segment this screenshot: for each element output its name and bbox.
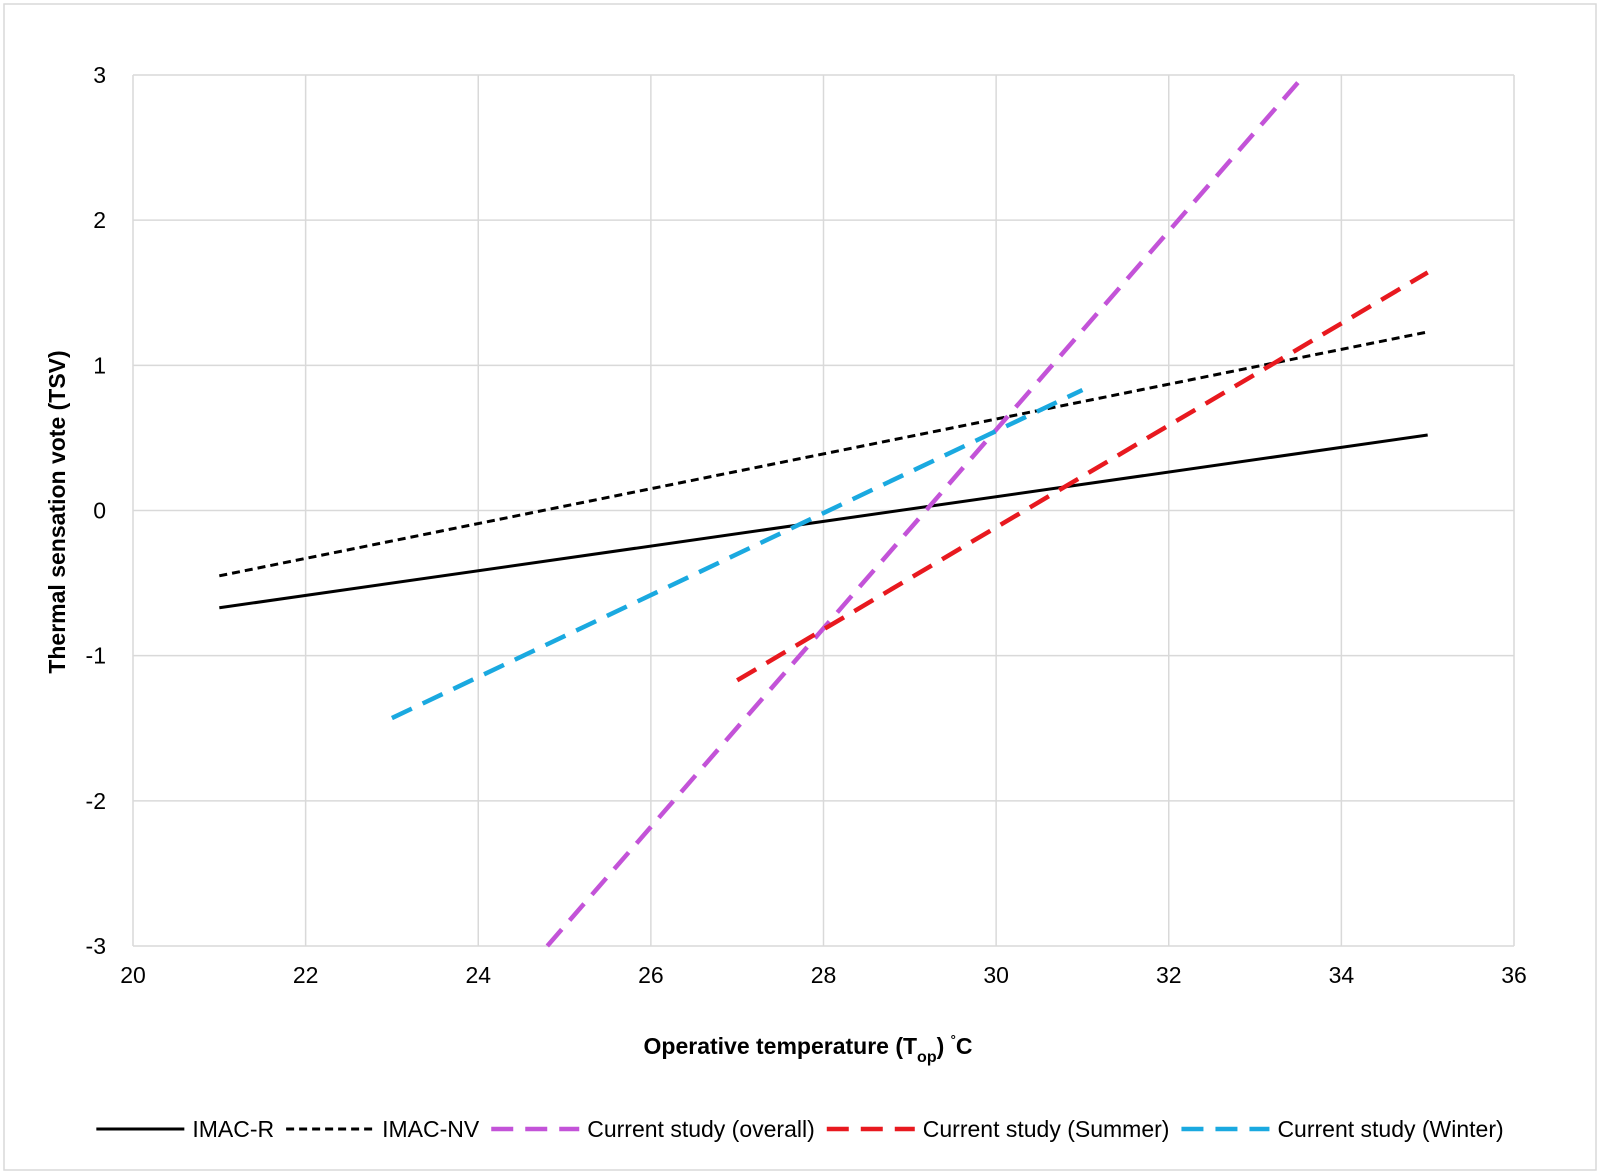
x-axis-title-subscript: op [917, 1049, 937, 1066]
x-tick-label: 24 [465, 962, 491, 988]
x-tick-label: 28 [811, 962, 837, 988]
x-tick-label: 34 [1329, 962, 1355, 988]
legend-label: IMAC-NV [382, 1116, 480, 1142]
y-tick-label: -3 [86, 933, 106, 959]
legend: IMAC-R IMAC-NV Current study (overall) Curr… [96, 1116, 1504, 1142]
legend-label: Current study (Summer) [923, 1116, 1170, 1142]
series-line-1 [219, 330, 1428, 578]
grid-lines [132, 74, 1515, 947]
y-tick-label: -1 [86, 643, 106, 669]
x-axis-title-degree: ° [951, 1032, 956, 1047]
series-line-4 [390, 387, 1084, 721]
y-tick-label: 1 [93, 352, 106, 378]
x-axis-title-main: Operative temperature (T [644, 1033, 918, 1059]
legend-label: Current study (Winter) [1277, 1116, 1503, 1142]
x-tick-label: 20 [120, 962, 146, 988]
y-tick-labels: -3 -2 -1 0 1 2 3 [86, 62, 106, 959]
x-tick-label: 30 [983, 962, 1009, 988]
x-tick-label: 26 [638, 962, 664, 988]
series-line-2 [545, 80, 1300, 948]
x-axis-title-tail: ) [937, 1033, 951, 1059]
y-axis-title: Thermal sensation vote (TSV) [44, 350, 70, 673]
x-tick-label: 22 [293, 962, 319, 988]
chart-frame [3, 3, 1597, 1171]
y-tick-label: 0 [93, 498, 106, 524]
x-tick-labels: 20 22 24 26 28 30 32 34 36 [120, 962, 1527, 988]
legend-label: Current study (overall) [587, 1116, 815, 1142]
x-axis-title: Operative temperature (Top) °C [644, 1032, 973, 1066]
x-tick-label: 36 [1501, 962, 1527, 988]
y-tick-label: -2 [86, 788, 106, 814]
x-axis-title-unit: C [956, 1033, 973, 1059]
series-lines [219, 80, 1429, 948]
legend-label: IMAC-R [192, 1116, 274, 1142]
series-line-0 [219, 433, 1428, 610]
y-tick-label: 2 [93, 207, 106, 233]
x-tick-label: 32 [1156, 962, 1182, 988]
y-tick-label: 3 [93, 62, 106, 88]
